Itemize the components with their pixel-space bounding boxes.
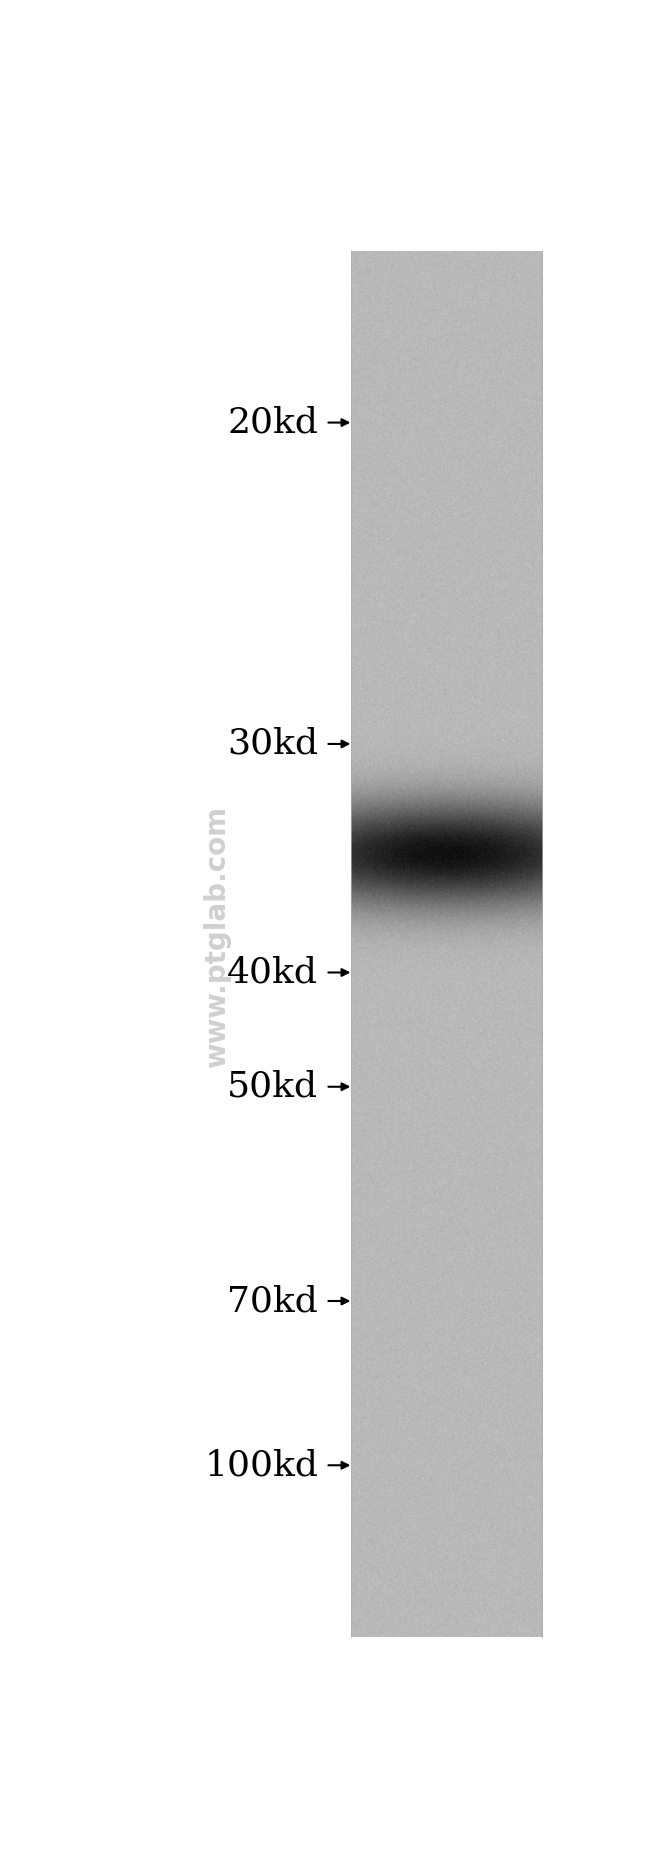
Text: 70kd: 70kd xyxy=(227,1284,318,1319)
Text: www.ptglab.com: www.ptglab.com xyxy=(203,805,231,1068)
Text: 20kd: 20kd xyxy=(227,406,318,440)
Text: 100kd: 100kd xyxy=(204,1449,318,1482)
Text: 50kd: 50kd xyxy=(227,1070,318,1104)
Text: 40kd: 40kd xyxy=(227,955,318,989)
Text: 30kd: 30kd xyxy=(227,727,318,761)
